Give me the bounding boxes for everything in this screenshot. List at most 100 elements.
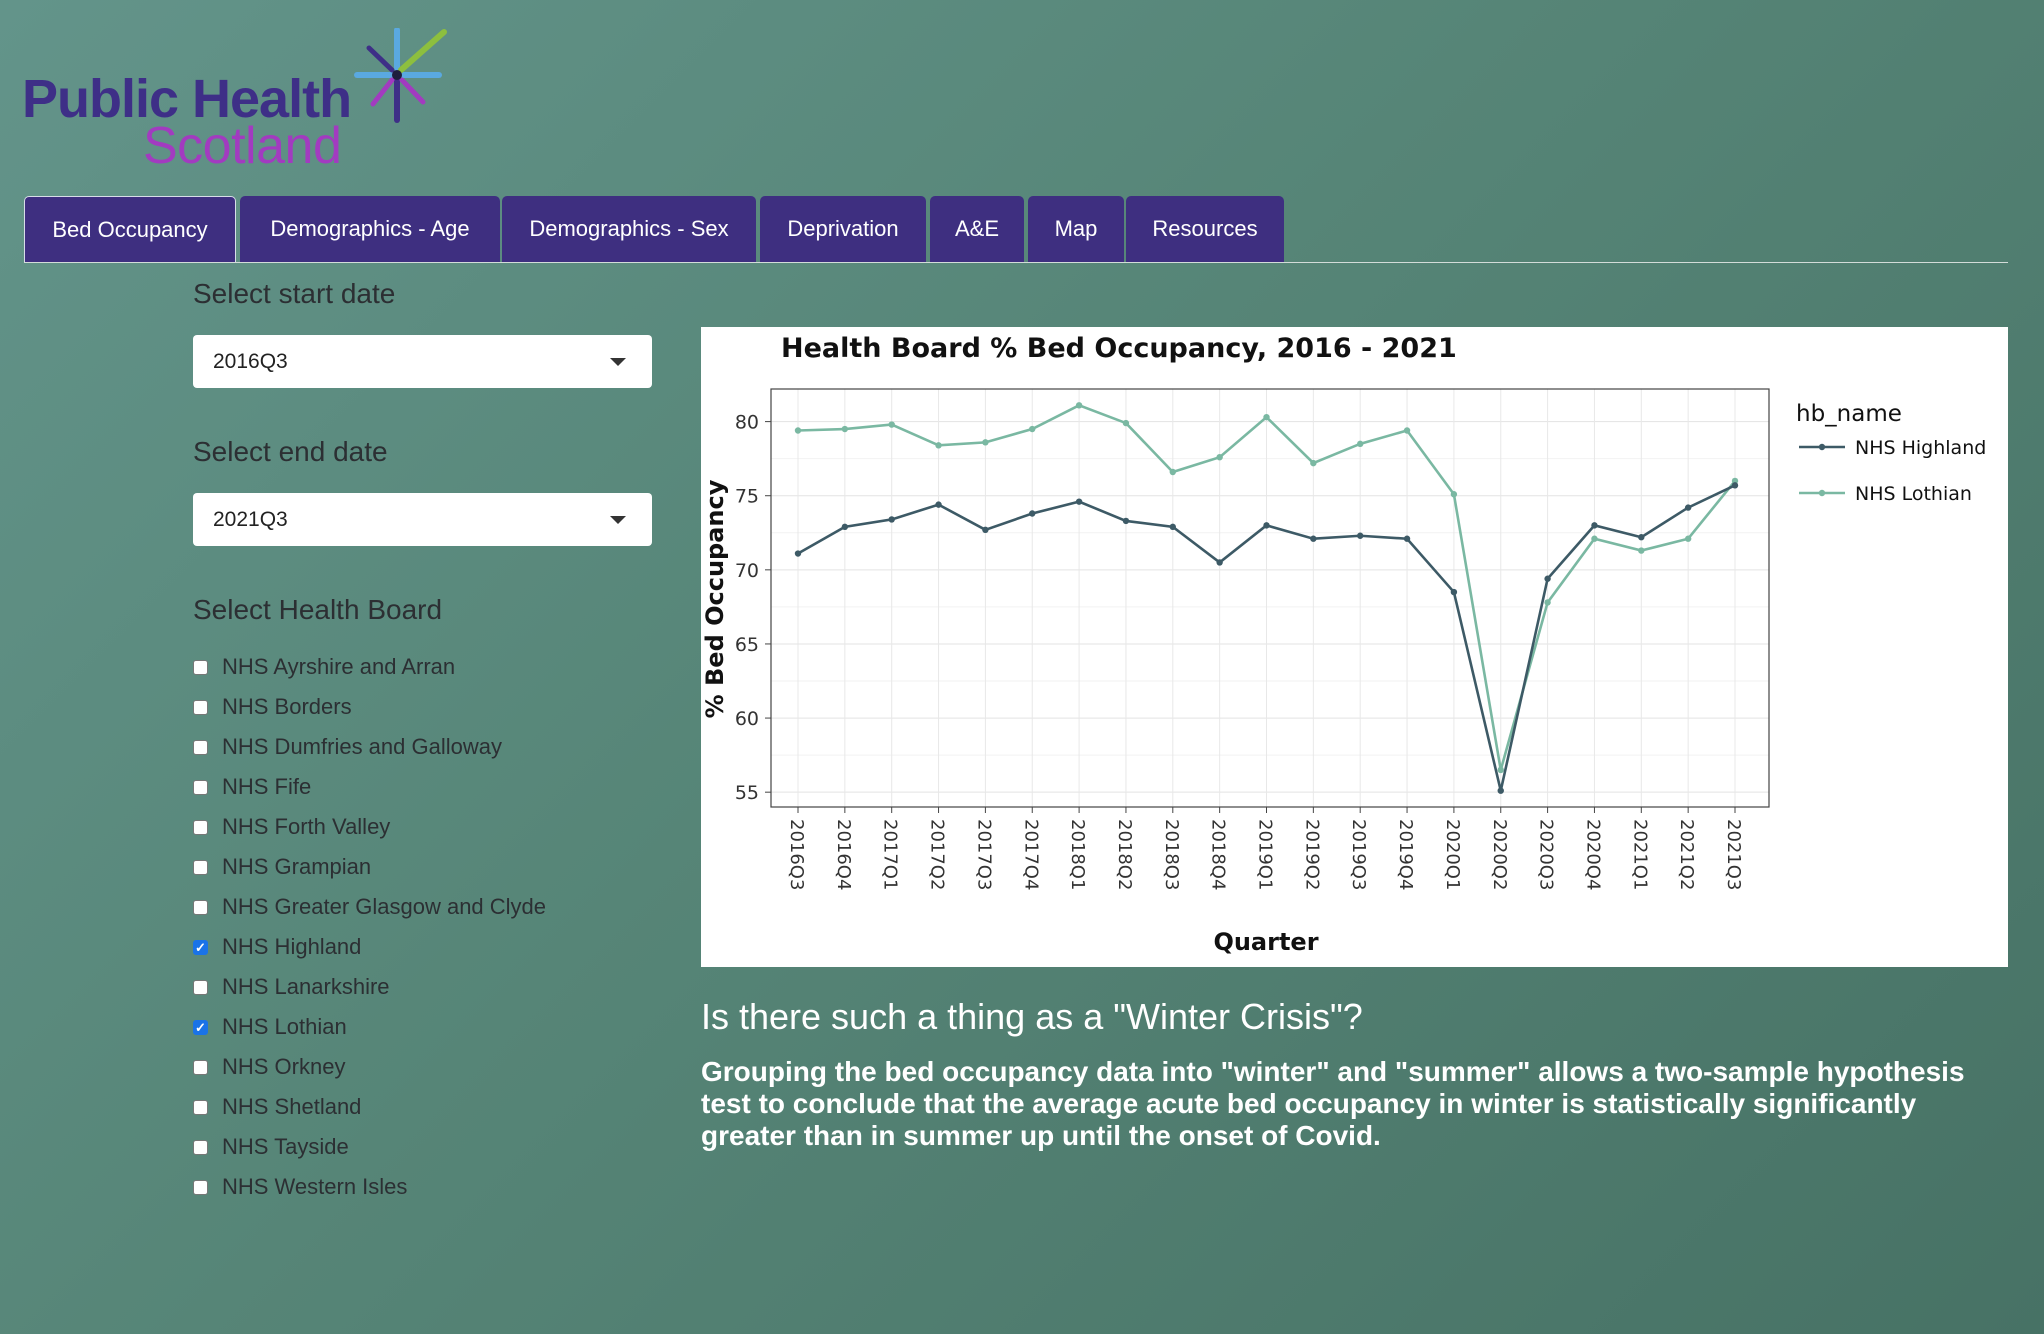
checkbox[interactable] xyxy=(193,1179,208,1195)
checkbox-label: NHS Western Isles xyxy=(222,1174,408,1199)
y-axis: 55 60 65 70 75 80 xyxy=(735,412,771,804)
checkbox-item[interactable]: NHS Grampian xyxy=(193,852,371,882)
data-point xyxy=(841,523,849,531)
checkbox[interactable] xyxy=(193,1099,208,1115)
checkbox[interactable] xyxy=(193,1019,208,1035)
x-tick-label: 2017Q3 xyxy=(973,819,994,890)
x-tick-label: 2019Q3 xyxy=(1348,819,1369,890)
tab-map[interactable]: Map xyxy=(1028,196,1124,262)
checkbox-item[interactable]: NHS Fife xyxy=(193,772,311,802)
checkbox-label: NHS Forth Valley xyxy=(222,814,391,839)
data-point xyxy=(1357,440,1364,448)
x-tick-label: 2020Q2 xyxy=(1489,819,1510,890)
checkbox-item[interactable]: NHS Forth Valley xyxy=(193,812,390,842)
checkbox-label: NHS Grampian xyxy=(222,854,372,879)
tab-deprivation[interactable]: Deprivation xyxy=(760,196,926,262)
data-point xyxy=(1075,402,1083,409)
checkbox-item[interactable]: NHS Ayrshire and Arran xyxy=(193,652,455,682)
data-point xyxy=(1450,491,1458,498)
checkbox[interactable] xyxy=(193,859,208,875)
checkbox[interactable] xyxy=(193,739,208,755)
x-tick-label: 2020Q4 xyxy=(1582,819,1603,890)
chevron-down-icon xyxy=(610,358,626,366)
checkbox[interactable] xyxy=(193,899,208,915)
checkbox-label: NHS Ayrshire and Arran xyxy=(222,654,456,679)
checkbox-item[interactable]: NHS Borders xyxy=(193,692,352,722)
checkbox-label: NHS Lanarkshire xyxy=(222,974,390,999)
x-tick-label: 2019Q1 xyxy=(1255,819,1276,890)
checkbox-label: NHS Lothian xyxy=(222,1014,347,1039)
data-point xyxy=(794,550,802,557)
x-tick-label: 2018Q2 xyxy=(1114,819,1135,890)
tab-demographics-sex[interactable]: Demographics - Sex xyxy=(502,196,756,262)
tab-demographics-age[interactable]: Demographics - Age xyxy=(240,196,500,262)
checkbox[interactable] xyxy=(193,1139,208,1155)
x-tick-label: 2018Q3 xyxy=(1161,819,1182,890)
data-point xyxy=(1075,498,1083,505)
x-tick-label: 2021Q3 xyxy=(1723,819,1744,890)
checkbox-label: NHS Shetland xyxy=(222,1094,362,1119)
data-point xyxy=(935,501,942,508)
checkbox[interactable] xyxy=(193,779,208,795)
checkbox[interactable] xyxy=(193,699,208,715)
checkbox[interactable] xyxy=(193,659,208,675)
legend-marker xyxy=(1818,443,1826,451)
checkbox-label: NHS Borders xyxy=(222,694,352,719)
y-tick-label: 75 xyxy=(735,486,759,508)
x-tick-label: 2021Q1 xyxy=(1629,819,1650,890)
data-point xyxy=(982,526,989,534)
checkbox[interactable] xyxy=(193,939,208,955)
data-point xyxy=(1731,482,1739,489)
insight-heading: Is there such a thing as a "Winter Crisi… xyxy=(701,996,1363,1037)
insight-body: Grouping the bed occupancy data into "wi… xyxy=(701,1056,1965,1151)
x-tick-label: 2016Q3 xyxy=(786,819,807,890)
bed-occupancy-chart: Health Board % Bed Occupancy, 2016 - 202… xyxy=(701,327,2008,967)
data-point xyxy=(1169,468,1176,476)
tab-ae[interactable]: A&E xyxy=(930,196,1024,262)
data-point xyxy=(794,427,802,434)
checkbox-item[interactable]: NHS Shetland xyxy=(193,1092,361,1122)
y-tick-label: 80 xyxy=(735,412,759,434)
data-point xyxy=(1029,425,1036,433)
x-tick-label: 2020Q1 xyxy=(1442,819,1463,890)
data-point xyxy=(1357,532,1364,539)
data-point xyxy=(1169,523,1176,531)
checkbox-item[interactable]: NHS Tayside xyxy=(193,1132,349,1162)
start-date-select[interactable]: 2016Q3 xyxy=(193,335,652,388)
x-tick-label: 2019Q4 xyxy=(1395,819,1416,890)
data-point xyxy=(1638,547,1645,554)
data-point xyxy=(1544,599,1551,606)
checkbox-item[interactable]: NHS Orkney xyxy=(193,1052,345,1082)
x-axis-label: Quarter xyxy=(1213,928,1318,956)
data-point xyxy=(1403,535,1411,542)
logo-line2: Scotland xyxy=(143,117,342,175)
checkbox-label: NHS Greater Glasgow and Clyde xyxy=(222,894,547,919)
checkbox-label: NHS Highland xyxy=(222,934,362,959)
legend-title: hb_name xyxy=(1796,401,1902,427)
data-point xyxy=(888,421,895,428)
checkbox-label: NHS Orkney xyxy=(222,1054,346,1079)
checkbox[interactable] xyxy=(193,1059,208,1075)
public-health-scotland-logo: Public Health Scotland xyxy=(22,28,447,175)
data-point xyxy=(1450,588,1458,596)
checkbox[interactable] xyxy=(193,819,208,835)
star-burst-icon xyxy=(354,28,447,123)
x-tick-label: 2021Q2 xyxy=(1676,819,1697,890)
x-tick-label: 2019Q2 xyxy=(1301,819,1322,890)
checkbox[interactable] xyxy=(193,979,208,995)
data-point xyxy=(1544,575,1551,582)
tab-bed-occupancy[interactable]: Bed Occupancy xyxy=(24,196,236,262)
y-axis-label: % Bed Occupancy xyxy=(701,479,729,718)
checkbox-item[interactable]: NHS Dumfries and Galloway xyxy=(193,732,502,762)
checkbox-item[interactable]: NHS Lothian xyxy=(193,1012,347,1042)
checkbox-item[interactable]: NHS Lanarkshire xyxy=(193,972,390,1002)
tab-resources[interactable]: Resources xyxy=(1126,196,1284,262)
end-date-select[interactable]: 2021Q3 xyxy=(193,493,652,546)
checkbox-item[interactable]: NHS Greater Glasgow and Clyde xyxy=(193,892,546,922)
data-point xyxy=(1591,522,1598,529)
data-point xyxy=(935,442,942,449)
checkbox-item[interactable]: NHS Western Isles xyxy=(193,1172,407,1202)
checkbox-item[interactable]: NHS Highland xyxy=(193,932,361,962)
x-tick-label: 2017Q2 xyxy=(927,819,948,890)
data-point xyxy=(982,439,989,446)
